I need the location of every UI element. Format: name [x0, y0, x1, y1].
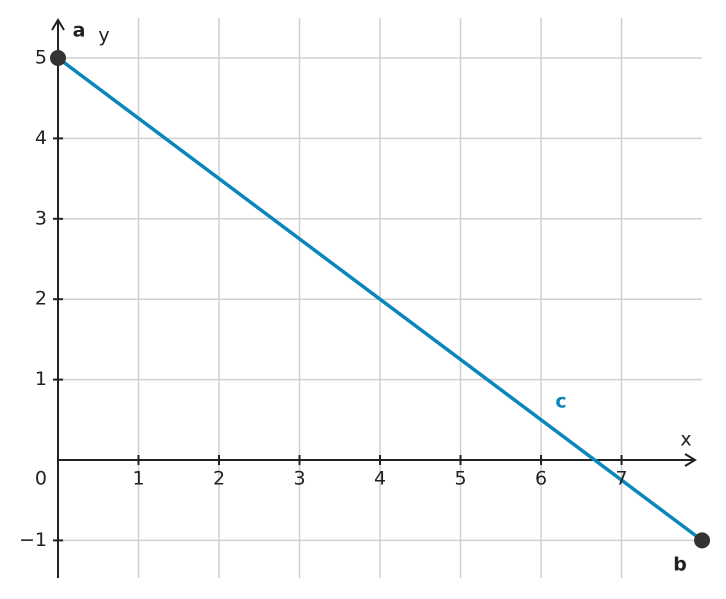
- x-tick-label: 1: [132, 468, 144, 490]
- y-tick-label: 2: [35, 288, 47, 310]
- point: [50, 50, 66, 66]
- y-tick-label: 4: [35, 127, 47, 149]
- point-label: b: [673, 554, 687, 576]
- y-axis-arrow: [51, 18, 65, 31]
- x-tick-label: 6: [535, 468, 547, 490]
- x-tick-label: 5: [454, 468, 466, 490]
- y-tick-label: −1: [19, 529, 47, 551]
- point-label: a: [73, 20, 86, 42]
- x-axis-arrow: [684, 453, 697, 467]
- marks: [50, 50, 711, 549]
- point: [694, 532, 711, 549]
- y-axis-label: y: [98, 25, 109, 47]
- x-axis-label: x: [680, 429, 691, 451]
- x-tick-label: 7: [615, 468, 627, 490]
- x-tick-label: 3: [293, 468, 305, 490]
- axes: [51, 18, 697, 578]
- line-label: c: [555, 391, 566, 413]
- y-tick-label: 1: [35, 368, 47, 390]
- line: [56, 56, 704, 542]
- y-tick-label: 5: [35, 47, 47, 69]
- origin-label: 0: [35, 468, 47, 490]
- x-tick-label: 2: [213, 468, 225, 490]
- y-tick-label: 3: [35, 207, 47, 229]
- x-tick-label: 4: [374, 468, 386, 490]
